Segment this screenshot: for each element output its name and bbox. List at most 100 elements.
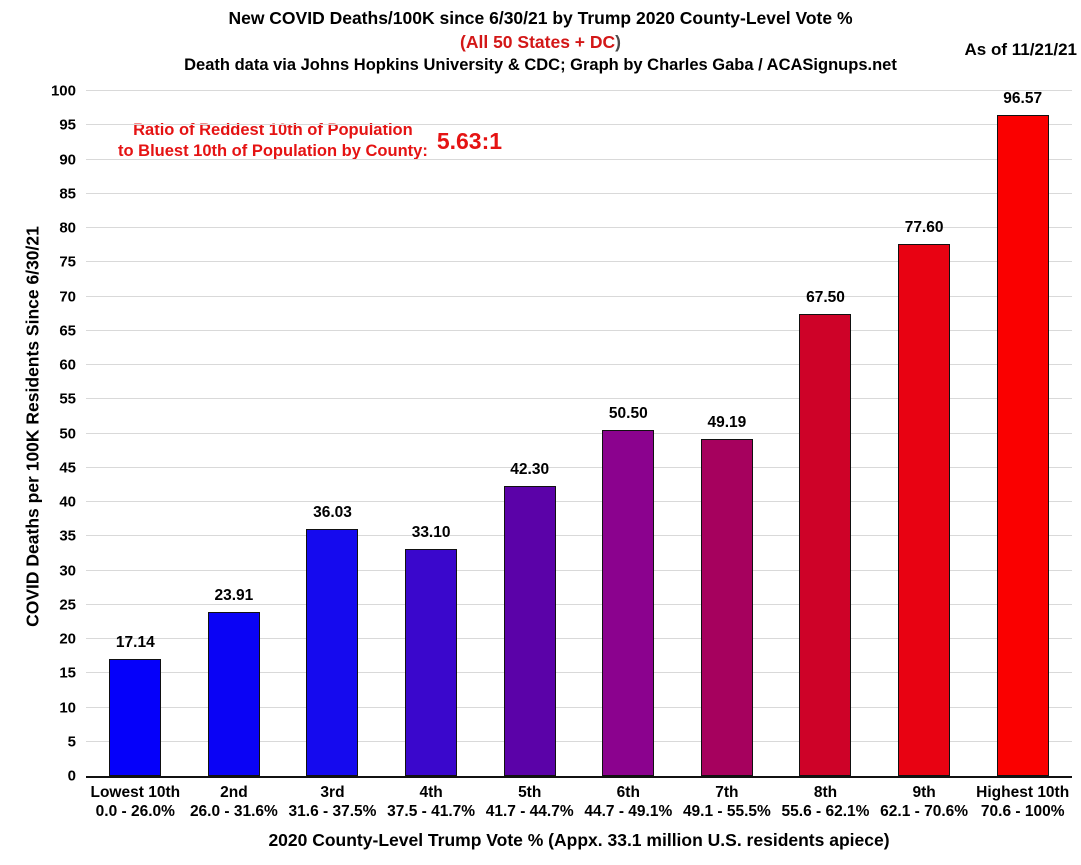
- bar-7th: [700, 439, 753, 776]
- x-tick-tier: 3rd: [320, 784, 345, 801]
- x-tick-tier: 4th: [419, 784, 443, 801]
- x-tick-range: 0.0 - 26.0%: [95, 803, 175, 820]
- x-tick-label: 5th 41.7 - 44.7%: [480, 783, 579, 821]
- x-tick-label: Lowest 10th 0.0 - 26.0%: [86, 783, 185, 821]
- ratio-annotation-text: Ratio of Reddest 10th of Population to B…: [118, 120, 428, 162]
- x-tick-label: 8th 55.6 - 62.1%: [776, 783, 875, 821]
- gridline: [86, 398, 1072, 400]
- gridline: [86, 501, 1072, 502]
- bar-value-label: 42.30: [510, 461, 550, 479]
- bar-6th: [602, 430, 655, 776]
- ratio-line-1: Ratio of Reddest 10th of Population: [133, 121, 413, 139]
- y-tick-label: 15: [59, 664, 76, 682]
- x-axis-ticks: Lowest 10th 0.0 - 26.0% 2nd 26.0 - 31.6% 3rd…: [86, 783, 1072, 829]
- ratio-line-2: to Bluest 10th of Population by County:: [118, 142, 428, 160]
- bar-highest-10th: [996, 114, 1049, 776]
- x-tick-range: 31.6 - 37.5%: [288, 803, 377, 820]
- y-tick-label: 85: [59, 185, 76, 203]
- bar-3rd: [306, 529, 359, 776]
- x-tick-range: 62.1 - 70.6%: [880, 803, 969, 820]
- bar-value-label: 67.50: [806, 288, 845, 306]
- bar-value-label: 17.14: [115, 633, 155, 651]
- x-tick-tier: Highest 10th: [976, 784, 1070, 801]
- bar-column: 96.57: [973, 89, 1072, 776]
- bar-4th: [405, 549, 458, 776]
- y-tick-label: 50: [59, 425, 76, 442]
- y-tick-label: 90: [59, 151, 76, 168]
- x-tick-tier: 6th: [616, 784, 640, 801]
- x-tick-range: 44.7 - 49.1%: [584, 803, 673, 820]
- y-tick-label: 60: [59, 356, 76, 374]
- x-tick-label: 6th 44.7 - 49.1%: [579, 783, 678, 821]
- gridline: [86, 192, 1072, 194]
- bar-value-label: 96.57: [1003, 89, 1043, 107]
- y-tick-label: 65: [59, 322, 76, 340]
- x-tick-range: 70.6 - 100%: [980, 803, 1065, 820]
- gridline: [86, 295, 1072, 297]
- bar-value-label: 33.10: [411, 524, 451, 542]
- y-tick-label: 40: [59, 493, 76, 511]
- x-axis-title: 2020 County-Level Trump Vote % (Appx. 33…: [268, 830, 890, 850]
- x-tick-range: 41.7 - 44.7%: [485, 803, 574, 820]
- x-tick-range: 49.1 - 55.5%: [682, 803, 771, 820]
- y-tick-label: 55: [59, 390, 76, 408]
- bar-value-label: 36.03: [313, 504, 352, 522]
- x-tick-label: 7th 49.1 - 55.5%: [678, 783, 777, 821]
- chart-subtitle: (All 50 States + DC): [0, 32, 1081, 53]
- x-tick-range: 37.5 - 41.7%: [387, 803, 476, 820]
- bar-column: 49.19: [678, 91, 777, 776]
- bar-8th: [799, 313, 852, 776]
- chart-credit: Death data via Johns Hopkins University …: [184, 56, 897, 74]
- gridline: [86, 329, 1072, 331]
- bar-9th: [898, 244, 951, 776]
- bar-column: 77.60: [875, 91, 974, 776]
- x-tick-label: 2nd 26.0 - 31.6%: [185, 783, 284, 821]
- bar-value-label: 77.60: [904, 219, 944, 237]
- gridline: [86, 364, 1072, 365]
- x-tick-tier: 9th: [912, 784, 936, 801]
- y-tick-label: 75: [59, 253, 76, 271]
- gridline: [86, 90, 1072, 91]
- gridline: [86, 466, 1072, 468]
- bar-column: 67.50: [776, 91, 875, 776]
- y-tick-label: 35: [59, 527, 76, 545]
- bar-2nd: [207, 612, 260, 776]
- y-tick-label: 70: [59, 288, 76, 305]
- y-tick-label: 45: [59, 459, 76, 477]
- gridline: [86, 706, 1072, 708]
- bar-column: 33.10: [382, 91, 481, 776]
- bar-value-label: 23.91: [214, 587, 254, 605]
- gridline: [86, 261, 1072, 263]
- y-tick-label: 100: [50, 82, 76, 100]
- gridline: [86, 124, 1072, 126]
- gridline: [86, 603, 1072, 605]
- x-tick-range: 26.0 - 31.6%: [189, 803, 278, 820]
- as-of-date: As of 11/21/21: [964, 40, 1077, 59]
- x-tick-label: Highest 10th 70.6 - 100%: [973, 783, 1072, 821]
- chart-header: New COVID Deaths/100K since 6/30/21 by T…: [0, 8, 1081, 75]
- gridline: [86, 672, 1072, 674]
- x-tick-tier: 8th: [813, 784, 838, 801]
- x-tick-label: 3rd 31.6 - 37.5%: [283, 783, 382, 821]
- x-tick-tier: 7th: [715, 784, 739, 801]
- x-tick-label: 4th 37.5 - 41.7%: [382, 783, 481, 821]
- x-tick-tier: 5th: [518, 784, 542, 801]
- plot-area: 17.14 23.91 36.03 33.10 42.30 50.50 49.19 67.50…: [86, 89, 1072, 778]
- gridline: [86, 740, 1072, 742]
- bar-column: 17.14: [86, 91, 185, 776]
- y-tick-label: 95: [59, 116, 76, 134]
- ratio-annotation: Ratio of Reddest 10th of Population to B…: [118, 120, 502, 162]
- y-tick-label: 10: [59, 699, 76, 716]
- subtitle-paren: ): [615, 32, 621, 52]
- y-tick-label: 0: [67, 767, 76, 785]
- gridline: [86, 227, 1072, 228]
- gridline: [86, 432, 1072, 434]
- bar-column: 23.91: [185, 91, 284, 776]
- ratio-value: 5.63:1: [436, 127, 503, 154]
- y-axis-ticks: 0 5 10 15 20 25 30 35 40 45 50 55 60 65 70 75 80 85 90 95 10…: [0, 83, 76, 785]
- bar-column: 50.50: [579, 91, 678, 776]
- gridline: [86, 158, 1072, 160]
- y-tick-label: 25: [59, 596, 76, 614]
- bar-value-label: 50.50: [608, 405, 648, 423]
- gridline: [86, 569, 1072, 571]
